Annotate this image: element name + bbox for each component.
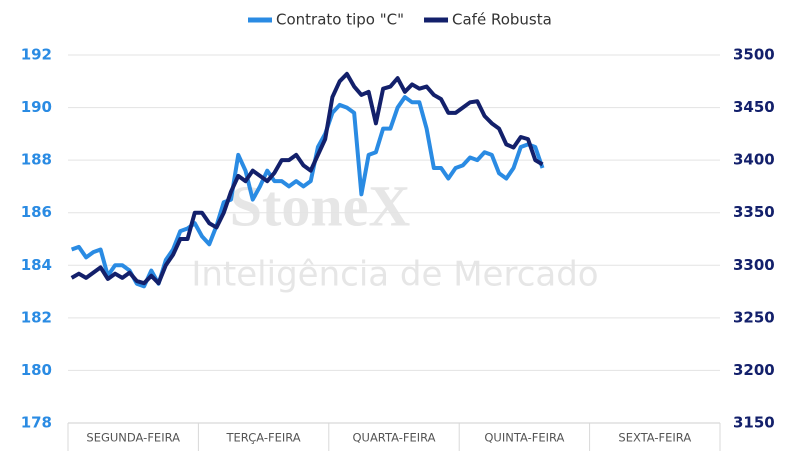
y2-tick-label: 3350 [733, 203, 775, 221]
y2-tick-label: 3500 [733, 46, 775, 64]
y2-tick-label: 3150 [733, 414, 775, 432]
series-line [70, 95, 545, 289]
x-tick-label: QUARTA-FEIRA [352, 431, 435, 445]
x-tick-label: SEXTA-FEIRA [618, 431, 691, 445]
y2-tick-label: 3250 [733, 308, 775, 326]
y-tick-label: 190 [21, 98, 52, 116]
y-tick-label: 192 [21, 46, 52, 64]
y-tick-label: 188 [21, 151, 52, 169]
y2-tick-label: 3200 [733, 361, 775, 379]
watermark-brand: StoneX [230, 173, 411, 238]
x-tick-label: TERÇA-FEIRA [226, 431, 301, 445]
watermark-subtitle: Inteligência de Mercado [191, 255, 598, 295]
y2-tick-label: 3300 [733, 256, 775, 274]
y2-tick-label: 3400 [733, 151, 775, 169]
legend-label: Contrato tipo "C" [276, 11, 404, 29]
x-tick-label: SEGUNDA-FEIRA [86, 431, 180, 445]
y2-tick-label: 3450 [733, 98, 775, 116]
y-tick-label: 180 [21, 361, 52, 379]
y-tick-label: 178 [21, 414, 52, 432]
series-line [70, 71, 544, 286]
y-tick-label: 184 [21, 256, 52, 274]
legend-label: Café Robusta [452, 11, 552, 29]
y-tick-label: 182 [21, 308, 52, 326]
y-tick-label: 186 [21, 203, 52, 221]
x-tick-label: QUINTA-FEIRA [484, 431, 564, 445]
